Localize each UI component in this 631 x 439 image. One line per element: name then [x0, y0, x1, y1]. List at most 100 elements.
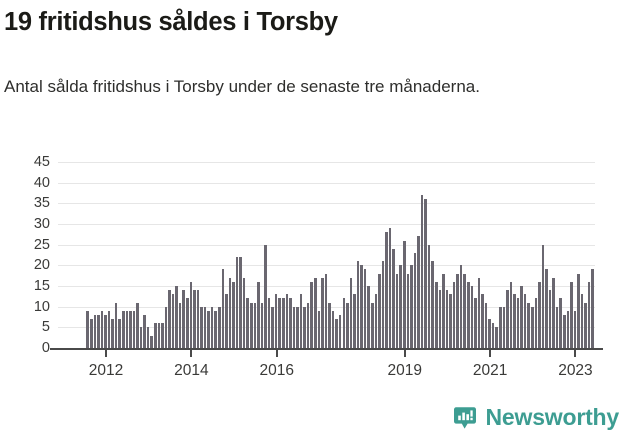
bar[interactable]: [591, 269, 594, 348]
bar[interactable]: [267, 298, 271, 348]
bar[interactable]: [122, 310, 125, 348]
bar[interactable]: [274, 294, 278, 348]
bar[interactable]: [221, 269, 225, 348]
bar[interactable]: [520, 286, 523, 348]
bar[interactable]: [555, 306, 559, 348]
bar[interactable]: [406, 273, 410, 348]
bar[interactable]: [242, 277, 246, 348]
bar[interactable]: [562, 314, 566, 348]
bar[interactable]: [346, 302, 349, 348]
bar[interactable]: [228, 277, 232, 348]
bar[interactable]: [93, 314, 97, 348]
bar[interactable]: [538, 281, 541, 348]
bar[interactable]: [470, 286, 474, 348]
bar[interactable]: [253, 302, 257, 348]
bar[interactable]: [175, 286, 178, 348]
bar[interactable]: [456, 273, 459, 348]
bar[interactable]: [484, 302, 488, 348]
bar[interactable]: [410, 265, 413, 348]
bar[interactable]: [445, 290, 449, 348]
bar[interactable]: [498, 306, 502, 348]
bar[interactable]: [250, 302, 253, 348]
bar[interactable]: [203, 306, 207, 348]
bar[interactable]: [232, 281, 235, 348]
bar[interactable]: [171, 294, 175, 348]
bar[interactable]: [488, 319, 491, 348]
bar[interactable]: [452, 281, 456, 348]
bar[interactable]: [491, 323, 495, 348]
bar[interactable]: [552, 277, 555, 348]
bar[interactable]: [570, 281, 573, 348]
bar[interactable]: [523, 294, 527, 348]
bar[interactable]: [107, 310, 111, 348]
bar[interactable]: [210, 306, 214, 348]
bar[interactable]: [509, 281, 513, 348]
bar[interactable]: [474, 298, 477, 348]
bar[interactable]: [548, 290, 552, 348]
bar[interactable]: [573, 310, 577, 348]
bar[interactable]: [146, 327, 150, 348]
bar[interactable]: [466, 281, 470, 348]
bar[interactable]: [282, 298, 285, 348]
bar[interactable]: [154, 323, 157, 348]
bar[interactable]: [459, 265, 463, 348]
bar[interactable]: [577, 273, 580, 348]
bar[interactable]: [260, 302, 264, 348]
bar[interactable]: [161, 323, 164, 348]
bar[interactable]: [328, 302, 331, 348]
bar[interactable]: [182, 290, 186, 348]
bar[interactable]: [278, 298, 282, 348]
bar[interactable]: [392, 248, 395, 348]
bar[interactable]: [331, 310, 335, 348]
bar[interactable]: [129, 310, 132, 348]
bar[interactable]: [104, 314, 107, 348]
bar[interactable]: [193, 290, 196, 348]
bar[interactable]: [214, 310, 218, 348]
bar[interactable]: [580, 294, 584, 348]
bar[interactable]: [370, 302, 374, 348]
bar[interactable]: [402, 240, 406, 348]
bar[interactable]: [381, 261, 385, 348]
bar[interactable]: [516, 298, 520, 348]
bar[interactable]: [157, 323, 161, 348]
bar[interactable]: [125, 310, 129, 348]
bar[interactable]: [431, 261, 434, 348]
bar[interactable]: [196, 290, 200, 348]
bar[interactable]: [513, 294, 516, 348]
bar[interactable]: [420, 195, 424, 348]
bar[interactable]: [264, 244, 267, 348]
bar[interactable]: [502, 306, 506, 348]
bar[interactable]: [164, 306, 168, 348]
newsworthy-logo[interactable]: Newsworthy: [453, 404, 619, 431]
bar[interactable]: [296, 306, 299, 348]
bar[interactable]: [353, 294, 356, 348]
bar[interactable]: [506, 290, 509, 348]
bar[interactable]: [545, 269, 548, 348]
bar[interactable]: [399, 265, 402, 348]
bar[interactable]: [495, 327, 498, 348]
bar[interactable]: [434, 281, 438, 348]
bar[interactable]: [378, 273, 381, 348]
bar[interactable]: [235, 257, 239, 348]
bar[interactable]: [356, 261, 360, 348]
bar[interactable]: [324, 273, 328, 348]
bar[interactable]: [186, 298, 189, 348]
bar[interactable]: [342, 298, 346, 348]
bar[interactable]: [289, 298, 292, 348]
bar[interactable]: [584, 302, 587, 348]
bar[interactable]: [143, 314, 146, 348]
bar[interactable]: [139, 327, 143, 348]
bar[interactable]: [111, 319, 114, 348]
bar[interactable]: [132, 310, 136, 348]
bar[interactable]: [374, 294, 378, 348]
bar[interactable]: [114, 302, 118, 348]
bar[interactable]: [200, 306, 203, 348]
bar[interactable]: [100, 310, 104, 348]
bar[interactable]: [424, 199, 427, 348]
bar[interactable]: [388, 228, 392, 348]
bar[interactable]: [566, 310, 570, 348]
bar[interactable]: [271, 306, 274, 348]
bar[interactable]: [189, 281, 193, 348]
bar[interactable]: [303, 306, 306, 348]
bar[interactable]: [168, 290, 171, 348]
